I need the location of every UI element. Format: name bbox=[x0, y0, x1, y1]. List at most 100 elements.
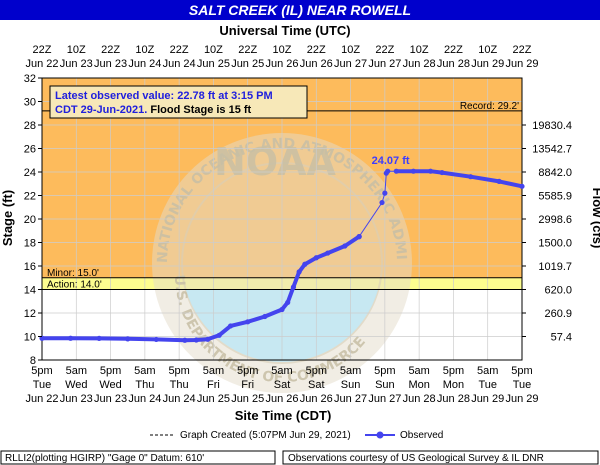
observed-point bbox=[125, 336, 131, 342]
top-tick-date: Jun 29 bbox=[505, 58, 538, 70]
y-tick-label: 10 bbox=[24, 332, 36, 344]
top-tick-time: 22Z bbox=[101, 44, 120, 56]
top-tick-date: Jun 24 bbox=[128, 58, 161, 70]
x-tick-date: Jun 25 bbox=[197, 393, 230, 405]
x-tick-day: Sun bbox=[375, 379, 395, 391]
observed-point bbox=[182, 337, 188, 343]
y2-tick-label: 5585.9 bbox=[538, 191, 572, 203]
top-tick-time: 10Z bbox=[273, 44, 292, 56]
x-tick-time: 5am bbox=[408, 365, 429, 377]
y2-tick-label: 260.9 bbox=[544, 308, 572, 320]
top-tick-date: Jun 24 bbox=[163, 58, 196, 70]
footer-credit-text: Observations courtesy of US Geological S… bbox=[288, 453, 544, 464]
top-tick-date: Jun 23 bbox=[94, 58, 127, 70]
observed-point bbox=[467, 174, 474, 180]
x-tick-time: 5am bbox=[203, 365, 224, 377]
y-tick-label: 22 bbox=[24, 191, 36, 203]
x-tick-date: Jun 26 bbox=[300, 393, 333, 405]
y2-tick-label: 19830.4 bbox=[532, 120, 572, 132]
x-tick-date: Jun 24 bbox=[128, 393, 161, 405]
legend-observed-marker bbox=[376, 431, 384, 439]
observed-point bbox=[296, 269, 302, 275]
record-label: Record: 29.2' bbox=[460, 101, 519, 112]
x-tick-day: Fri bbox=[207, 379, 220, 391]
x-tick-date: Jun 22 bbox=[25, 393, 58, 405]
x-tick-day: Thu bbox=[170, 379, 189, 391]
footer-credit-box bbox=[282, 450, 599, 465]
x-tick-time: 5pm bbox=[168, 365, 189, 377]
top-tick-date: Jun 25 bbox=[231, 58, 264, 70]
observed-point bbox=[385, 168, 391, 174]
top-tick-date: Jun 26 bbox=[300, 58, 333, 70]
y-axis-label: Stage (ft) bbox=[0, 190, 15, 246]
latest-value-line2: CDT 29-Jun-2021. Flood Stage is 15 ft bbox=[55, 104, 252, 116]
y2-tick-label: 2998.6 bbox=[538, 214, 572, 226]
observed-point bbox=[245, 319, 251, 325]
y2-tick-label: 1500.0 bbox=[538, 238, 572, 250]
top-tick-date: Jun 25 bbox=[197, 58, 230, 70]
y-tick-label: 30 bbox=[24, 97, 36, 109]
latest-value-line1: Latest observed value: 22.78 ft at 3:15 … bbox=[55, 90, 273, 102]
top-tick-date: Jun 27 bbox=[368, 58, 401, 70]
latest-value-box bbox=[49, 85, 308, 119]
top-tick-time: 22Z bbox=[33, 44, 52, 56]
y2-tick-label: 8842.0 bbox=[538, 167, 572, 179]
observed-point bbox=[67, 335, 74, 341]
x-tick-time: 5pm bbox=[31, 365, 52, 377]
x-tick-day: Tue bbox=[513, 379, 532, 391]
observed-point bbox=[325, 250, 331, 256]
top-tick-time: 22Z bbox=[513, 44, 532, 56]
observed-point bbox=[205, 336, 211, 342]
x-tick-time: 5am bbox=[66, 365, 87, 377]
x-axis-label: Site Time (CDT) bbox=[235, 408, 332, 423]
x-tick-time: 5pm bbox=[237, 365, 258, 377]
observed-point bbox=[519, 183, 525, 189]
legend-created-text: Graph Created (5:07PM Jun 29, 2021) bbox=[180, 430, 351, 441]
top-tick-date: Jun 28 bbox=[437, 58, 470, 70]
top-tick-time: 10Z bbox=[135, 44, 154, 56]
x-tick-date: Jun 29 bbox=[505, 393, 538, 405]
y-tick-label: 24 bbox=[24, 167, 36, 179]
y-tick-label: 32 bbox=[24, 73, 36, 85]
y2-tick-label: 620.0 bbox=[544, 285, 572, 297]
minor-label: Minor: 15.0' bbox=[47, 268, 99, 279]
observed-point bbox=[216, 332, 222, 338]
top-tick-time: 22Z bbox=[375, 44, 394, 56]
x-tick-date: Jun 26 bbox=[265, 393, 298, 405]
top-tick-date: Jun 29 bbox=[471, 58, 504, 70]
top-tick-time: 10Z bbox=[478, 44, 497, 56]
observed-point bbox=[427, 168, 434, 174]
observed-point bbox=[496, 178, 502, 184]
top-tick-time: 10Z bbox=[341, 44, 360, 56]
legend: Graph Created (5:07PM Jun 29, 2021) Obse… bbox=[150, 430, 443, 441]
top-tick-time: 10Z bbox=[204, 44, 223, 56]
x-tick-date: Jun 29 bbox=[471, 393, 504, 405]
y-tick-label: 28 bbox=[24, 120, 36, 132]
x-tick-day: Thu bbox=[135, 379, 154, 391]
footer-datum-box bbox=[0, 450, 276, 465]
action-label: Action: 14.0' bbox=[47, 280, 102, 291]
top-tick-time: 22Z bbox=[307, 44, 326, 56]
observed-point bbox=[410, 168, 417, 174]
observed-point bbox=[382, 190, 388, 196]
y2-tick-label: 13542.7 bbox=[532, 144, 572, 156]
latest-value-date: CDT 29-Jun-2021. bbox=[55, 104, 147, 116]
observed-series bbox=[39, 168, 525, 343]
x-tick-time: 5pm bbox=[443, 365, 464, 377]
axes: 8 10 12 14 16 18 20 22 24 26 28 30 32 57.4 260.9 620.0 1… bbox=[24, 44, 572, 405]
x-tick-date: Jun 25 bbox=[231, 393, 264, 405]
observed-point bbox=[262, 313, 268, 320]
observed-point bbox=[439, 169, 445, 176]
x-tick-time: 5am bbox=[271, 365, 292, 377]
x-tick-time: 5am bbox=[340, 365, 361, 377]
observed-point bbox=[285, 299, 291, 306]
x-tick-day: Wed bbox=[99, 379, 121, 391]
observed-point bbox=[279, 306, 285, 313]
top-tick-time: 22Z bbox=[238, 44, 257, 56]
observed-point bbox=[356, 234, 362, 240]
x-tick-time: 5pm bbox=[306, 365, 327, 377]
top-tick-time: 10Z bbox=[67, 44, 86, 56]
x-tick-date: Jun 27 bbox=[334, 393, 367, 405]
y2-tick-label: 1019.7 bbox=[538, 261, 572, 273]
x-tick-day: Mon bbox=[443, 379, 464, 391]
